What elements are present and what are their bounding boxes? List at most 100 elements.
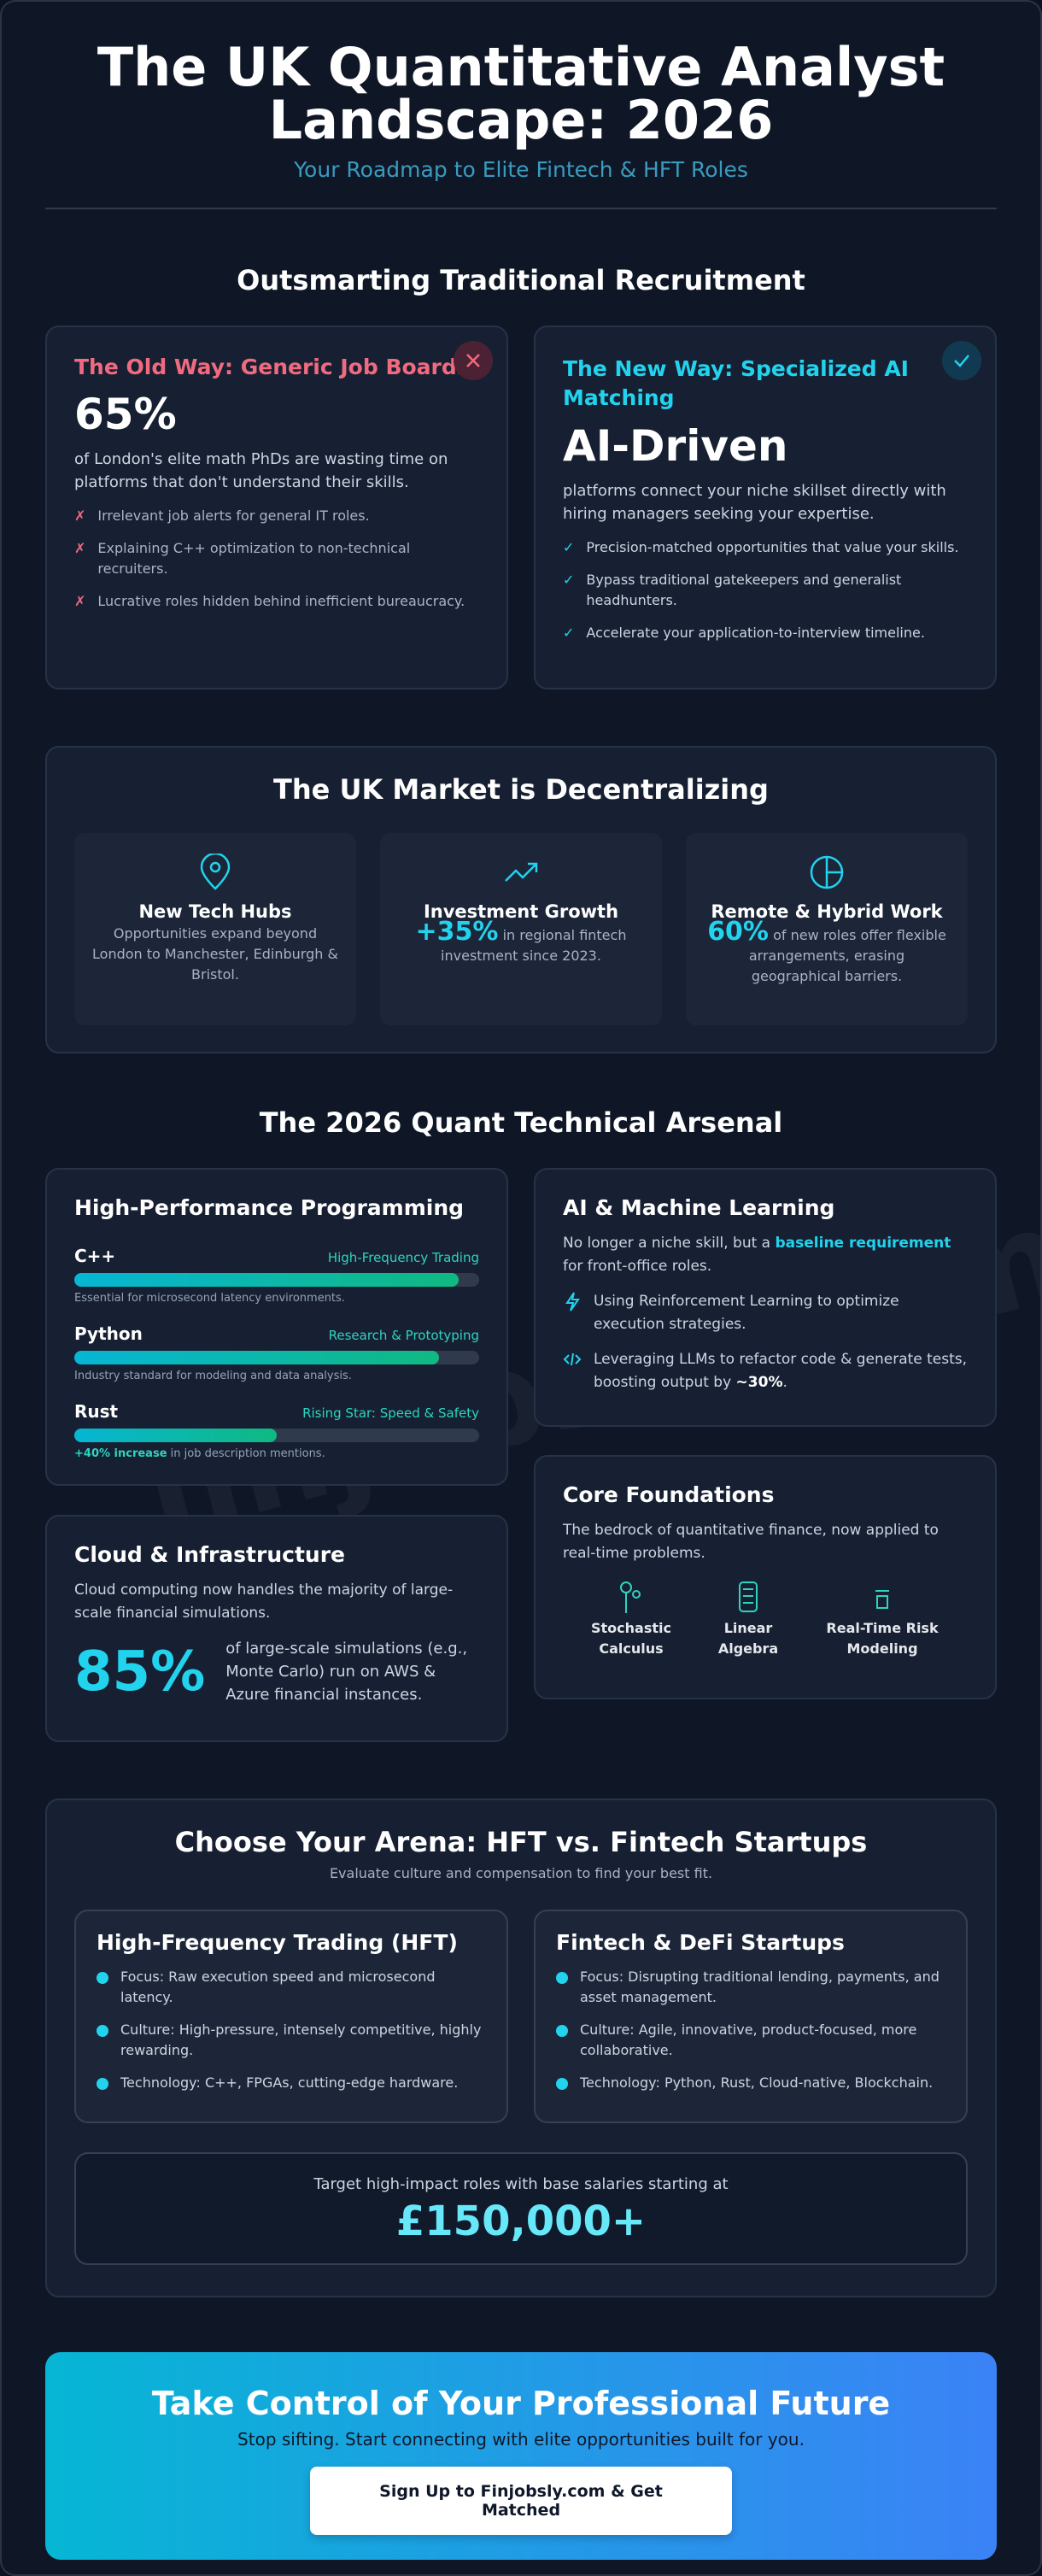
- cta-title: Take Control of Your Professional Future: [151, 2385, 891, 2422]
- item: Focus: Disrupting traditional lending, p…: [556, 1967, 945, 2008]
- market-card: Investment Growth +35% in regional finte…: [380, 833, 662, 1025]
- skill: Python Research & Prototyping Industry sta…: [74, 1323, 479, 1382]
- skill-bar-track: [74, 1429, 479, 1442]
- salary-text: Target high-impact roles with base salar…: [313, 2175, 729, 2193]
- pin-icon: [200, 852, 231, 890]
- card-title: Fintech & DeFi Startups: [556, 1930, 845, 1955]
- card-text: Opportunities expand beyond London to Ma…: [92, 925, 338, 983]
- skill-note: Essential for microsecond latency enviro…: [74, 1292, 479, 1305]
- stat: 65%: [74, 390, 177, 439]
- cta-button[interactable]: Sign Up to Finjobsly.com & Get Matched: [310, 2467, 732, 2535]
- item: Technology: Python, Rust, Cloud-native, …: [556, 2073, 945, 2093]
- item: ✗ Lucrative roles hidden behind inefficie…: [74, 591, 479, 612]
- note-text: Essential for microsecond latency enviro…: [74, 1292, 345, 1305]
- card-title: AI & Machine Learning: [563, 1195, 835, 1220]
- text: for front-office roles.: [563, 1258, 712, 1275]
- stat: 85%: [74, 1640, 206, 1704]
- card-title: The New Way: Specialized AI Matching: [563, 356, 909, 410]
- item-text: Irrelevant job alerts for general IT rol…: [97, 508, 370, 524]
- skill-bar: [74, 1429, 277, 1442]
- item-text: Culture: High-pressure, intensely compet…: [120, 2021, 482, 2058]
- foundation-label: Linear Algebra: [717, 1620, 779, 1657]
- skill-note: +40% increase in job description mention…: [74, 1447, 479, 1460]
- text: No longer a niche skill, but a: [563, 1235, 771, 1252]
- section-subtitle: Evaluate culture and compensation to fin…: [329, 1865, 713, 1881]
- x-icon: [454, 341, 493, 380]
- card-title: The Old Way: Generic Job Boards: [74, 355, 470, 379]
- foundation-label: Stochastic Calculus: [591, 1620, 671, 1657]
- salary: £150,000+: [395, 2198, 647, 2245]
- skill: Rust Rising Star: Speed & Safety +40% incr…: [74, 1401, 479, 1460]
- skill-head: Python Research & Prototyping: [74, 1323, 479, 1344]
- item: Culture: High-pressure, intensely compet…: [97, 2020, 486, 2061]
- card-title: High-Performance Programming: [74, 1195, 465, 1220]
- skill-tag: Research & Prototyping: [328, 1328, 479, 1343]
- stat: AI-Driven: [563, 421, 788, 471]
- highlight: baseline requirement: [775, 1235, 951, 1252]
- arena-card: High-Frequency Trading (HFT) Focus: Raw …: [74, 1910, 508, 2123]
- market-panel: The UK Market is Decentralizing New Tech…: [45, 746, 997, 1053]
- item-text: Culture: Agile, innovative, product-focu…: [580, 2021, 917, 2058]
- item-text: Leveraging LLMs to refactor code & gener…: [594, 1348, 968, 1394]
- item: Leveraging LLMs to refactor code & gener…: [563, 1348, 968, 1394]
- skill-name: Rust: [74, 1401, 119, 1422]
- arena-panel: Choose Your Arena: HFT vs. Fintech Start…: [45, 1799, 997, 2297]
- item: ✓ Accelerate your application-to-intervie…: [563, 623, 968, 643]
- skill-tag: High-Frequency Trading: [327, 1250, 479, 1265]
- skill-note: Industry standard for modeling and data …: [74, 1370, 479, 1382]
- skill-bar-track: [74, 1351, 479, 1364]
- card-text: 60% of new roles offer flexible arrangem…: [703, 919, 951, 987]
- card-title: Core Foundations: [563, 1482, 775, 1507]
- item-text: Explaining C++ optimization to non-techn…: [97, 540, 411, 577]
- item-text: Technology: C++, FPGAs, cutting-edge har…: [120, 2074, 459, 2091]
- section-heading: The 2026 Quant Technical Arsenal: [259, 1106, 783, 1139]
- note-bold: +40% increase: [74, 1447, 167, 1460]
- bold: ~30%: [735, 1374, 783, 1391]
- item-text: Focus: Raw execution speed and microseco…: [120, 1969, 436, 2005]
- skill-name: C++: [74, 1246, 116, 1266]
- title: The UK Quantitative Analyst Landscape: 2…: [45, 2, 997, 147]
- skill-head: Rust Rising Star: Speed & Safety: [74, 1401, 479, 1422]
- card-text: platforms connect your niche skillset di…: [563, 482, 946, 523]
- item: Culture: Agile, innovative, product-focu…: [556, 2020, 945, 2061]
- item: ✗ Irrelevant job alerts for general IT ro…: [74, 506, 479, 526]
- section-heading: Choose Your Arena: HFT vs. Fintech Start…: [174, 1826, 868, 1858]
- text: Leveraging LLMs to refactor code & gener…: [594, 1351, 968, 1391]
- text: in regional fintech investment since 202…: [441, 927, 627, 964]
- note-text: Industry standard for modeling and data …: [74, 1370, 352, 1382]
- item: ✓ Bypass traditional gatekeepers and gene…: [563, 570, 968, 611]
- card-title: High-Frequency Trading (HFT): [97, 1930, 458, 1955]
- subtitle: Your Roadmap to Elite Fintech & HFT Role…: [294, 157, 748, 182]
- cloud-card: Cloud & Infrastructure Cloud computing n…: [45, 1515, 508, 1742]
- item-text: Accelerate your application-to-interview…: [586, 625, 925, 641]
- skill-head: C++ High-Frequency Trading: [74, 1246, 479, 1266]
- item: ✓ Precision-matched opportunities that va…: [563, 537, 968, 558]
- card-text: No longer a niche skill, but a baseline …: [563, 1232, 968, 1278]
- skill-bar: [74, 1351, 439, 1364]
- item: ✗ Explaining C++ optimization to non-tech…: [74, 538, 479, 579]
- card-title: Cloud & Infrastructure: [74, 1542, 345, 1567]
- core-card: Core Foundations The bedrock of quantita…: [534, 1455, 997, 1699]
- title-text: The UK Quantitative Analyst Landscape: 2…: [97, 36, 945, 151]
- trend-icon: [505, 862, 538, 882]
- foundation: Stochastic Calculus: [580, 1579, 682, 1659]
- card-text: The bedrock of quantitative finance, now…: [563, 1522, 939, 1562]
- section-heading: Outsmarting Traditional Recruitment: [237, 264, 805, 296]
- stat: +35%: [415, 917, 499, 947]
- card-title: Remote & Hybrid Work: [711, 901, 943, 922]
- item: Focus: Raw execution speed and microseco…: [97, 1967, 486, 2008]
- stat: 60%: [707, 917, 769, 947]
- programming-card: High-Performance Programming C++ High-Fre…: [45, 1168, 508, 1486]
- text: .: [782, 1374, 787, 1391]
- cta-banner: Take Control of Your Professional Future…: [45, 2352, 997, 2560]
- market-card: New Tech Hubs Opportunities expand beyon…: [74, 833, 356, 1025]
- market-card: Remote & Hybrid Work 60% of new roles of…: [686, 833, 968, 1025]
- item-text: Focus: Disrupting traditional lending, p…: [580, 1969, 940, 2005]
- new-way-card: The New Way: Specialized AI Matching AI-…: [534, 326, 997, 689]
- item-text: Bypass traditional gatekeepers and gener…: [586, 572, 902, 608]
- item-text: Technology: Python, Rust, Cloud-native, …: [580, 2074, 934, 2091]
- card-text: +35% in regional fintech investment sinc…: [397, 919, 645, 966]
- foundation: Real-Time Risk Modeling: [814, 1579, 951, 1659]
- skill-bar-track: [74, 1273, 479, 1287]
